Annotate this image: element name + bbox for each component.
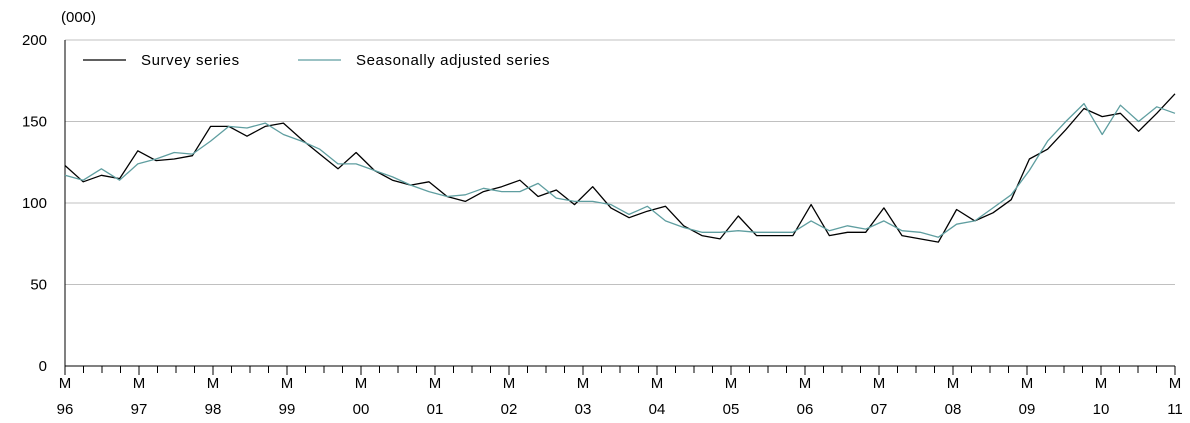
y-tick-label: 100 <box>22 195 47 212</box>
x-tick-label-year: 04 <box>649 401 666 418</box>
x-tick-label-month: M <box>651 375 664 392</box>
x-tick-label-month: M <box>207 375 220 392</box>
x-tick-label-year: 96 <box>57 401 74 418</box>
gridlines <box>65 39 1175 285</box>
x-tick-label-month: M <box>355 375 368 392</box>
x-tick-label-year: 05 <box>723 401 740 418</box>
x-tick-label-month: M <box>873 375 886 392</box>
y-tick-label: 0 <box>39 358 47 375</box>
x-tick-label-year: 98 <box>205 401 222 418</box>
x-tick-label-month: M <box>1021 375 1034 392</box>
x-tick-label-year: 10 <box>1093 401 1110 418</box>
x-tick-label-month: M <box>59 375 72 392</box>
x-tick-label-month: M <box>799 375 812 392</box>
x-tick-label-month: M <box>503 375 516 392</box>
x-tick-label-year: 09 <box>1019 401 1036 418</box>
series-lines <box>64 93 1176 243</box>
x-tick-label-month: M <box>725 375 738 392</box>
legend-label-seasonally-adjusted: Seasonally adjusted series <box>356 52 550 69</box>
x-tick-label-year: 99 <box>279 401 296 418</box>
x-tick-label-year: 00 <box>353 401 370 418</box>
x-tick-label-year: 01 <box>427 401 444 418</box>
legend-label-survey: Survey series <box>141 52 240 69</box>
x-tick-label-year: 02 <box>501 401 518 418</box>
x-tick-label-year: 97 <box>131 401 148 418</box>
x-tick-label-month: M <box>1169 375 1182 392</box>
x-tick-label-month: M <box>429 375 442 392</box>
x-tick-label-month: M <box>133 375 146 392</box>
y-axis: 0 50 100 150 200 <box>22 32 66 375</box>
y-tick-label: 200 <box>22 32 47 49</box>
series-line-survey <box>64 93 1176 243</box>
unit-label: (000) <box>61 9 96 26</box>
y-tick-label: 50 <box>30 277 47 294</box>
x-tick-label-month: M <box>947 375 960 392</box>
y-tick-label: 150 <box>22 114 47 131</box>
x-tick-label-month: M <box>1095 375 1108 392</box>
legend: Survey series Seasonally adjusted series <box>83 52 550 69</box>
x-tick-label-year: 08 <box>945 401 962 418</box>
x-tick-label-year: 11 <box>1167 401 1183 418</box>
x-tick-label-month: M <box>281 375 294 392</box>
x-tick-label-year: 03 <box>575 401 592 418</box>
x-tick-label-year: 07 <box>871 401 888 418</box>
x-axis: M 96 M 97 M 98 M 99 M 00 M 01 M 02 M 03 M 04 M 05 M 06 M 07 M 08 M… <box>57 365 1183 418</box>
x-tick-label-month: M <box>577 375 590 392</box>
series-line-seasonally-adjusted <box>64 102 1176 238</box>
x-tick-label-year: 06 <box>797 401 814 418</box>
